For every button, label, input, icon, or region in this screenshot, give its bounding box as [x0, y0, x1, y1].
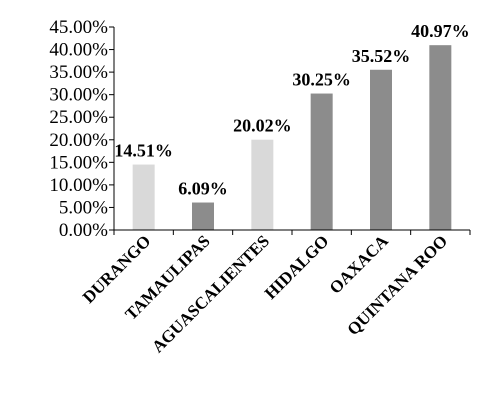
category-label: AGUASCALIENTES — [148, 231, 273, 356]
y-tick-label: 25.00% — [49, 107, 108, 128]
y-tick-label: 10.00% — [49, 175, 108, 196]
y-tick-label: 45.00% — [49, 17, 108, 38]
y-tick-label: 35.00% — [49, 62, 108, 83]
y-tick-label: 30.00% — [49, 85, 108, 106]
y-tick-label: 40.00% — [49, 40, 108, 61]
category-label: QUINTANA ROO — [343, 231, 451, 339]
y-tick-label: 0.00% — [59, 220, 108, 241]
bar — [370, 69, 392, 230]
bar — [310, 93, 333, 231]
bar — [429, 45, 452, 230]
data-label: 6.09% — [178, 179, 228, 199]
y-tick-label: 5.00% — [59, 197, 108, 218]
bar — [251, 139, 274, 230]
category-label: HIDALGO — [261, 231, 333, 303]
bar — [192, 202, 214, 230]
data-label: 30.25% — [292, 70, 351, 90]
y-axis-ticks: 0.00%5.00%10.00%15.00%20.00%25.00%30.00%… — [49, 17, 471, 241]
data-label: 20.02% — [233, 116, 292, 136]
bars — [132, 45, 452, 231]
y-tick-label: 20.00% — [49, 130, 108, 151]
bar — [132, 164, 155, 230]
y-tick-label: 15.00% — [49, 152, 108, 173]
data-label: 40.97% — [411, 21, 470, 41]
data-label: 14.51% — [114, 141, 173, 161]
category-labels: DURANGOTAMAULIPASAGUASCALIENTESHIDALGOOA… — [79, 231, 451, 357]
data-labels: 14.51%6.09% 20.02% 30.25%35.52%40.97% — [114, 21, 469, 198]
data-label: 35.52% — [352, 46, 411, 66]
